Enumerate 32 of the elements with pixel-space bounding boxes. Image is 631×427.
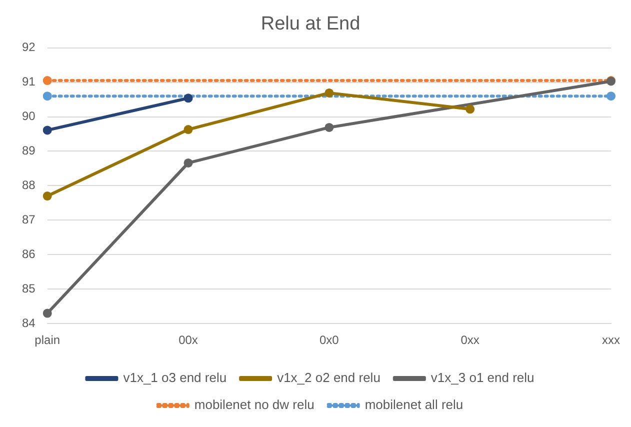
- legend-label: v1x_2 o2 end relu: [277, 370, 380, 386]
- point: [184, 125, 193, 134]
- y-tick-label: 89: [22, 144, 36, 158]
- point: [324, 88, 334, 98]
- point: [466, 104, 475, 114]
- x-tick-label: 00x: [178, 333, 198, 348]
- x-tick-label: 0x0: [319, 333, 340, 348]
- point: [42, 92, 52, 101]
- point: [42, 126, 52, 135]
- y-tick-label: 85: [22, 281, 36, 296]
- y-tick-label: 87: [22, 212, 36, 226]
- y-tick-label: 86: [22, 246, 36, 261]
- x-tick-label: xxx: [602, 333, 620, 348]
- point: [42, 308, 52, 318]
- legend-label: mobilenet no dw relu: [194, 397, 314, 412]
- y-tick-label: 91: [22, 74, 36, 89]
- point: [42, 192, 52, 201]
- legend-label: v1x_3 o1 end relu: [430, 370, 534, 386]
- point: [184, 94, 193, 103]
- point: [606, 92, 616, 101]
- legend-label: mobilenet all relu: [364, 397, 464, 412]
- y-tick-label: 90: [22, 109, 36, 124]
- y-tick-label: 88: [22, 178, 36, 192]
- chart-title: Relu at End: [260, 14, 360, 35]
- point: [184, 158, 193, 168]
- x-tick-label: 0xx: [460, 333, 480, 348]
- point: [324, 122, 334, 132]
- y-tick-label: 84: [22, 316, 36, 330]
- y-tick-label: 92: [22, 40, 36, 54]
- legend-label: v1x_1 o3 end relu: [123, 370, 227, 386]
- x-tick-label: plain: [34, 333, 60, 348]
- point: [42, 76, 52, 86]
